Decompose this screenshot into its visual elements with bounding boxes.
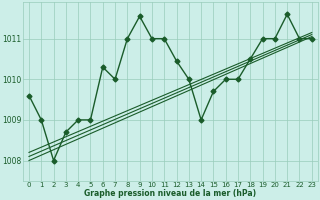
X-axis label: Graphe pression niveau de la mer (hPa): Graphe pression niveau de la mer (hPa) <box>84 189 256 198</box>
